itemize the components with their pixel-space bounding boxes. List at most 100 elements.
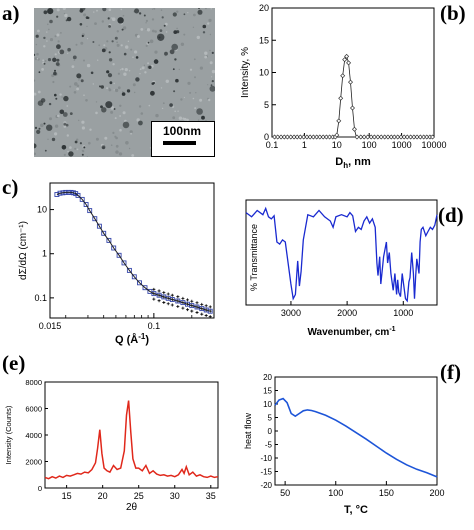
data-point-c bbox=[126, 267, 132, 273]
tem-particle bbox=[43, 122, 46, 125]
tem-grain bbox=[69, 85, 72, 88]
x-tick-label-e: 25 bbox=[134, 491, 144, 501]
data-point-c bbox=[75, 192, 81, 198]
tem-grain bbox=[104, 47, 108, 50]
plot-frame-f bbox=[274, 376, 438, 486]
tem-particle bbox=[100, 105, 103, 109]
data-point-noise-c bbox=[195, 311, 199, 315]
data-point-c bbox=[137, 280, 142, 286]
tem-particle bbox=[143, 14, 146, 17]
tem-grain bbox=[193, 58, 196, 61]
tem-grain bbox=[92, 83, 94, 85]
tem-particle bbox=[157, 33, 165, 41]
tem-grain bbox=[209, 61, 213, 65]
tem-particle bbox=[172, 68, 175, 71]
x-tick-label-e: 15 bbox=[62, 491, 72, 501]
tem-grain bbox=[136, 118, 140, 122]
tem-grain bbox=[41, 68, 44, 71]
tem-particle bbox=[161, 16, 164, 19]
tem-grain bbox=[186, 118, 189, 122]
data-point-c bbox=[180, 300, 186, 306]
tem-grain bbox=[111, 17, 113, 19]
data-point-noise-c bbox=[176, 305, 180, 309]
x-axis-label-tail-b: , nm bbox=[348, 156, 371, 168]
y-tick-label-b: 20 bbox=[259, 3, 269, 13]
tem-grain bbox=[48, 28, 50, 31]
tem-particle bbox=[61, 145, 67, 150]
tem-grain bbox=[69, 146, 72, 149]
scale-bar-label: 100nm bbox=[163, 124, 202, 138]
data-point-b bbox=[336, 118, 342, 124]
tem-grain bbox=[81, 126, 85, 130]
tem-grain bbox=[49, 117, 52, 121]
tem-grain bbox=[131, 154, 135, 157]
tem-grain bbox=[211, 76, 213, 78]
data-point-noise-c bbox=[200, 302, 204, 306]
tem-grain bbox=[97, 59, 99, 61]
tem-grain bbox=[114, 117, 117, 120]
data-point-noise-c bbox=[176, 295, 180, 299]
tem-grain bbox=[88, 141, 91, 145]
tem-grain bbox=[160, 87, 163, 89]
x-axis-label-sub-b: h bbox=[343, 161, 348, 170]
data-point-b bbox=[334, 132, 340, 138]
tem-grain bbox=[148, 104, 151, 107]
tem-grain bbox=[122, 26, 127, 30]
y-tick-label-e: 8000 bbox=[25, 378, 42, 387]
data-point-noise-c bbox=[181, 296, 185, 300]
tem-grain bbox=[117, 86, 121, 90]
panel-label-f: (f) bbox=[440, 360, 461, 384]
tem-grain bbox=[120, 44, 123, 47]
tem-grain bbox=[116, 43, 120, 47]
y-tick-label-c: 0.1 bbox=[34, 293, 47, 303]
tem-grain bbox=[176, 10, 179, 13]
tem-grain bbox=[60, 32, 62, 34]
tem-grain bbox=[101, 20, 105, 23]
tem-grain bbox=[199, 66, 203, 70]
panel-label-c: c) bbox=[2, 175, 19, 199]
tem-particle bbox=[197, 9, 203, 15]
data-point-noise-c bbox=[208, 315, 212, 319]
tem-particle bbox=[152, 81, 156, 85]
tem-grain bbox=[54, 132, 58, 136]
plot-frame-c bbox=[49, 182, 215, 319]
chart-f: 50 100 150 200 -20 -15 -10 -5 0 5 10 15 20 T, °C heat … bbox=[243, 373, 445, 516]
tem-grain bbox=[54, 124, 59, 128]
tem-particle bbox=[106, 70, 110, 74]
tem-grain bbox=[161, 107, 164, 110]
x-axis-label-main-b: D bbox=[335, 156, 343, 168]
tem-grain bbox=[111, 17, 116, 21]
tem-particle bbox=[65, 19, 68, 22]
tem-particle bbox=[69, 112, 73, 115]
y-tick-label-c: 1 bbox=[42, 249, 47, 259]
tem-grain bbox=[63, 12, 66, 15]
tem-grain bbox=[128, 70, 131, 72]
tem-particle bbox=[80, 8, 86, 11]
tem-grain bbox=[183, 96, 185, 99]
tem-grain bbox=[174, 110, 176, 113]
x-axis-label-sup-c: -1 bbox=[138, 332, 146, 341]
tem-grain bbox=[37, 29, 40, 33]
tem-particle bbox=[163, 24, 166, 27]
tem-particle bbox=[81, 153, 84, 156]
tem-grain bbox=[67, 150, 69, 153]
y-axis-label-c: dΣ/dΩ (cm⁻¹) bbox=[18, 221, 29, 280]
data-point-c bbox=[111, 245, 117, 251]
data-point-b bbox=[346, 60, 352, 66]
data-point-c bbox=[96, 223, 102, 229]
tem-particle bbox=[169, 49, 175, 55]
tem-grain bbox=[63, 153, 66, 156]
tem-grain bbox=[49, 38, 54, 42]
data-point-c bbox=[101, 230, 107, 236]
tem-grain bbox=[57, 114, 60, 118]
tem-grain bbox=[120, 8, 123, 11]
panel-e: 15 20 25 30 35 0 2000 4000 6000 8000 2θ Intensity (… bbox=[0, 350, 237, 525]
tem-grain bbox=[113, 82, 115, 85]
tem-grain bbox=[176, 27, 178, 30]
x-tick-label-f: 50 bbox=[280, 488, 290, 498]
y-tick-label-b: 5 bbox=[264, 100, 269, 110]
tem-particle bbox=[63, 95, 69, 102]
x-axis-label-e: 2θ bbox=[126, 502, 138, 513]
tem-grain bbox=[141, 66, 145, 70]
panel-f: 50 100 150 200 -20 -15 -10 -5 0 5 10 15 20 T, °C heat … bbox=[237, 350, 474, 525]
